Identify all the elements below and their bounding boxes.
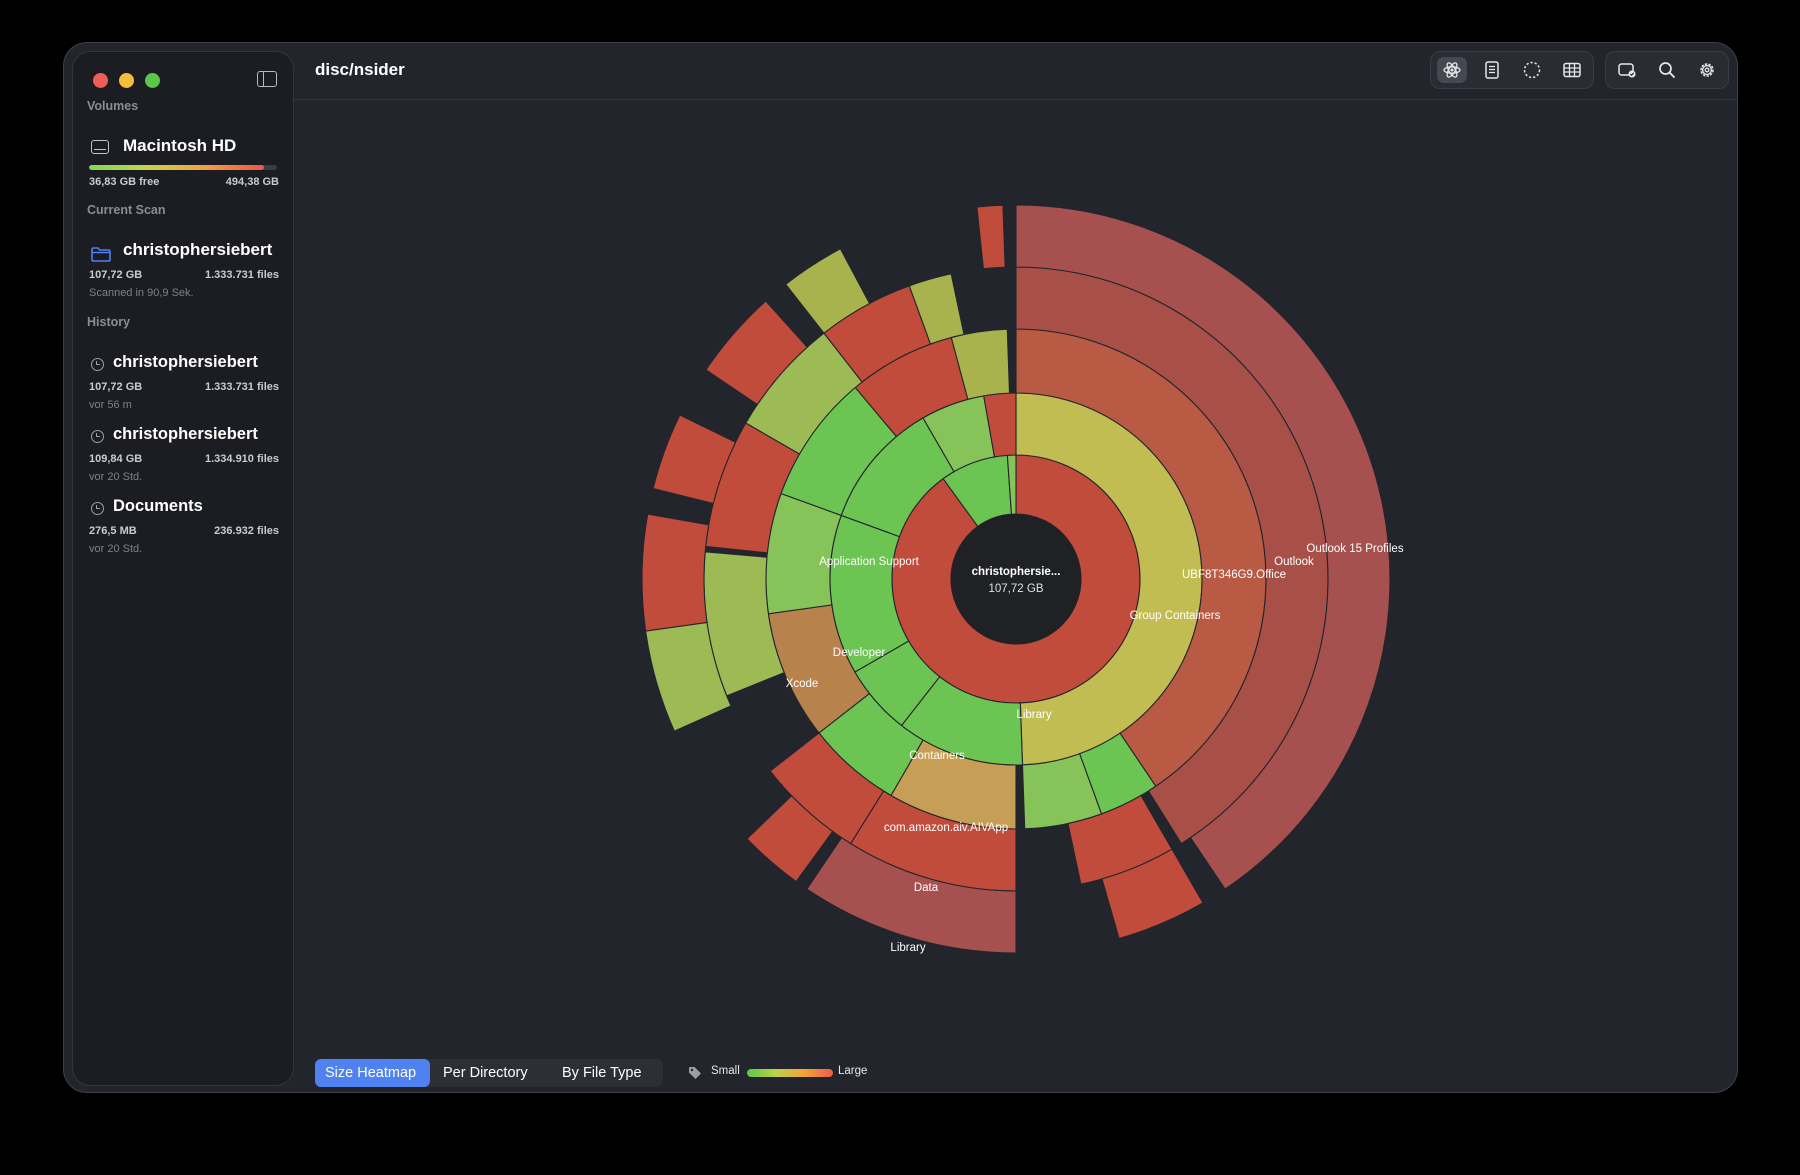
label-amazon-aivapp: com.amazon.aiv.AIVApp [884, 822, 1008, 834]
segment-small[interactable] [950, 328, 1011, 401]
document-icon [1485, 61, 1499, 79]
current-scan-duration: Scanned in 90,9 Sek. [89, 287, 194, 299]
table-view-button[interactable] [1557, 57, 1587, 83]
segment-small[interactable] [1101, 848, 1204, 940]
segment-small[interactable] [641, 513, 710, 632]
volume-usage-fill [89, 165, 264, 170]
volume-name: Macintosh HD [123, 136, 237, 155]
toolbar-divider [292, 99, 1737, 100]
label-data: Data [914, 882, 939, 894]
label-ubf8t346g9-office: UBF8T346G9.Office [1182, 569, 1286, 581]
sidebar: Volumes Macintosh HD 36,83 GB free 494,3… [72, 51, 294, 1086]
segment-outlook-15-profiles[interactable] [1015, 204, 1391, 890]
segment-small[interactable] [784, 248, 871, 334]
segment-small[interactable] [976, 204, 1006, 270]
sunburst-svg: christophersie... 107,72 GB Library Grou… [641, 204, 1404, 954]
history-item-time: vor 20 Std. [89, 543, 143, 555]
page-title: disc/nsider [315, 60, 405, 79]
legend-small-label: Small [711, 1065, 740, 1077]
history-clock-icon [91, 358, 104, 371]
hard-disk-icon [91, 140, 109, 154]
color-mode-segmented-control: Size Heatmap Per Directory By File Type [315, 1059, 663, 1087]
history-item-files: 1.333.731 files [204, 381, 279, 393]
segment-small[interactable] [652, 414, 737, 505]
app-window: Volumes Macintosh HD 36,83 GB free 494,3… [63, 42, 1738, 1093]
label-group-containers: Group Containers [1130, 610, 1221, 622]
view-mode-toolbar [1430, 51, 1594, 89]
search-icon [1659, 62, 1675, 78]
volume-usage-bar [89, 165, 277, 170]
size-heatmap-button[interactable]: Size Heatmap [315, 1059, 430, 1087]
history-item-size: 276,5 MB [89, 525, 137, 537]
history-item-name: christophersiebert [113, 353, 258, 371]
disk-check-icon [1618, 63, 1636, 78]
current-scan-size: 107,72 GB [89, 269, 143, 281]
per-directory-button[interactable]: Per Directory [443, 1065, 528, 1081]
center-name: christophersie... [972, 566, 1061, 578]
close-window-button[interactable] [93, 73, 108, 88]
segment-small[interactable] [705, 300, 809, 406]
history-item-time: vor 20 Std. [89, 471, 143, 483]
sunburst-view-button[interactable] [1437, 57, 1467, 83]
history-clock-icon [91, 502, 104, 515]
sunburst-chart: christophersie... 107,72 GB Library Grou… [292, 100, 1737, 1000]
volume-total: 494,38 GB [225, 176, 279, 188]
gear-icon [1700, 63, 1714, 77]
label-outlook-15-profiles: Outlook 15 Profiles [1306, 543, 1403, 555]
current-scan-files: 1.333.731 files [204, 269, 279, 281]
history-item-files: 236.932 files [214, 525, 279, 537]
volumes-section-title: Volumes [87, 99, 139, 113]
by-file-type-button[interactable]: By File Type [562, 1065, 642, 1081]
sidebar-toggle-icon[interactable] [257, 71, 277, 87]
legend-large-label: Large [838, 1065, 868, 1077]
label-developer: Developer [833, 647, 886, 659]
tag-icon[interactable] [688, 1066, 702, 1080]
actions-toolbar [1605, 51, 1729, 89]
segment-library-2[interactable] [806, 836, 1017, 954]
history-clock-icon [91, 430, 104, 443]
current-scan-section-title: Current Scan [87, 203, 166, 217]
volume-free: 36,83 GB free [89, 176, 160, 188]
label-xcode: Xcode [786, 678, 819, 690]
minimize-window-button[interactable] [119, 73, 134, 88]
history-item-time: vor 56 m [89, 399, 132, 411]
label-application-support: Application Support [819, 556, 920, 568]
segment-small[interactable] [746, 794, 834, 883]
scan-disk-button[interactable] [1612, 57, 1642, 83]
history-item-name: Documents [113, 497, 203, 515]
history-item-size: 107,72 GB [89, 381, 143, 393]
label-library: Library [1016, 709, 1051, 721]
label-library-2: Library [890, 942, 925, 954]
label-outlook: Outlook [1274, 556, 1314, 568]
search-button[interactable] [1652, 57, 1682, 83]
legend-gradient [747, 1069, 833, 1077]
sunburst-center[interactable] [951, 514, 1081, 644]
dashed-circle-icon [1523, 61, 1541, 79]
segment-small[interactable] [908, 273, 965, 345]
center-size: 107,72 GB [989, 583, 1044, 595]
label-containers: Containers [909, 750, 965, 762]
history-section-title: History [87, 315, 131, 329]
history-item-size: 109,84 GB [89, 453, 143, 465]
atom-icon [1443, 62, 1461, 78]
folder-icon [91, 247, 111, 262]
list-view-button[interactable] [1477, 57, 1507, 83]
ring-view-button[interactable] [1517, 57, 1547, 83]
history-item-files: 1.334.910 files [204, 453, 279, 465]
zoom-window-button[interactable] [145, 73, 160, 88]
settings-button[interactable] [1692, 57, 1722, 83]
table-icon [1563, 62, 1581, 78]
current-scan-name: christophersiebert [123, 240, 273, 259]
history-item-name: christophersiebert [113, 425, 258, 443]
